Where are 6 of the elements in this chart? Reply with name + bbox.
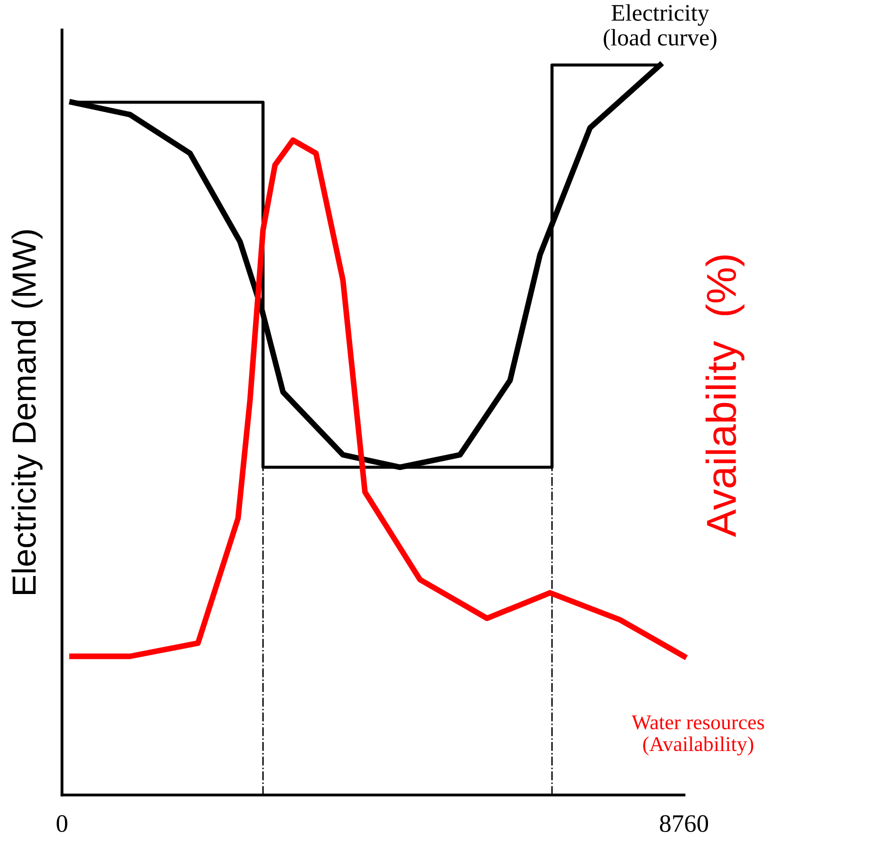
y-axis-title: Electricity Demand (MW) [11,230,43,594]
series-label: Electricity (load curve) [604,4,716,50]
x-tick-label: 8760 [660,815,708,832]
text: Water resources (Availability) [632,716,764,756]
x-tick-label: 0 [56,815,68,832]
y2-axis-title: Availability (%) [706,256,744,537]
